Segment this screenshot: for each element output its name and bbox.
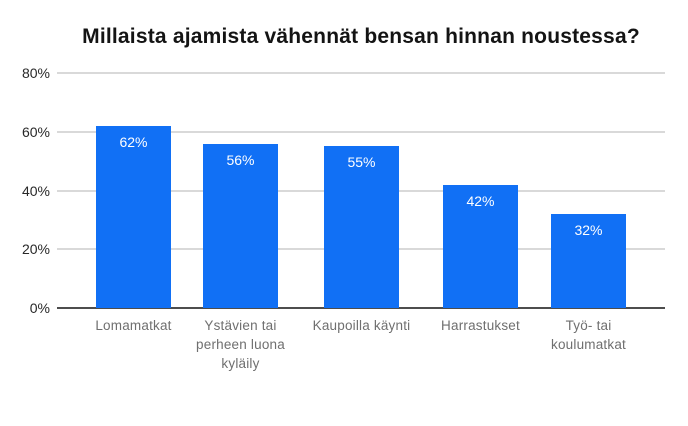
category-label: Ystävien tai perheen luona kyläily (196, 318, 285, 371)
gridline-60% (57, 130, 665, 133)
category-label: Lomamatkat (95, 318, 172, 333)
bar-2: 56% (203, 143, 278, 308)
bar-4: 42% (443, 184, 518, 308)
category-label: Työ- tai koulumatkat (551, 318, 626, 352)
bar-value-label: 32% (574, 222, 603, 238)
y-axis-tick-label: 0% (29, 300, 50, 316)
bar-value-label: 55% (347, 154, 376, 171)
gridline-80% (57, 72, 665, 74)
bar-value-label: 62% (119, 133, 148, 150)
bar-5: 32% (551, 214, 626, 308)
bar-3: 55% (324, 146, 399, 308)
chart-title: Millaista ajamista vähennät bensan hinna… (82, 25, 640, 48)
y-axis-tick-label: 40% (21, 182, 50, 199)
x-axis-line (57, 307, 665, 309)
y-axis-tick-label: 20% (21, 241, 50, 258)
bar-1: 62% (96, 125, 171, 308)
category-label: Kaupoilla käynti (312, 318, 411, 333)
category-label: Harrastukset (441, 318, 520, 333)
y-axis-tick-label: 80% (21, 65, 50, 81)
bar-value-label: 42% (466, 192, 495, 209)
y-axis-tick-label: 60% (21, 123, 50, 140)
bar-value-label: 56% (226, 151, 255, 168)
